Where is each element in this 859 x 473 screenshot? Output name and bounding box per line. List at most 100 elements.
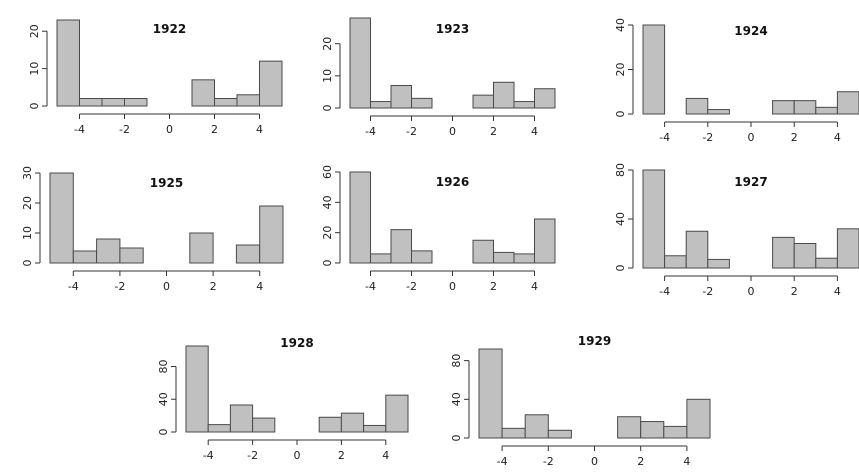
y-tick-label: 0 — [450, 435, 463, 442]
histogram-bar — [793, 243, 817, 269]
histogram-bar — [56, 19, 80, 107]
histogram-bar — [207, 424, 231, 433]
y-tick-label: 0 — [157, 429, 170, 436]
x-tick-label: 4 — [256, 280, 263, 293]
panel-title: 1929 — [578, 334, 611, 348]
histogram-bar — [79, 98, 103, 107]
histogram-bar — [534, 218, 556, 264]
x-tick-label: -4 — [659, 285, 670, 298]
histogram-bar — [411, 97, 433, 109]
panel-title: 1923 — [436, 22, 469, 36]
x-tick-label: 2 — [490, 280, 497, 293]
x-tick-label: 2 — [637, 455, 644, 468]
x-tick-label: -4 — [68, 280, 79, 293]
x-tick-label: -2 — [543, 455, 554, 468]
histogram-bar — [214, 98, 238, 107]
histogram-bar — [664, 255, 687, 269]
y-tick-label: 10 — [321, 69, 334, 83]
x-tick-label: 0 — [449, 125, 456, 138]
x-tick-label: -4 — [203, 449, 214, 462]
histogram-bar — [72, 250, 98, 264]
panel-title: 1926 — [436, 175, 469, 189]
panel-title: 1928 — [280, 336, 313, 350]
histogram-bar — [340, 412, 365, 433]
x-tick-label: 4 — [683, 455, 690, 468]
histogram-bar — [49, 172, 74, 264]
x-axis: -4 -2 0 2 4 — [365, 270, 538, 293]
x-tick-label: 0 — [748, 131, 755, 144]
histogram-panel-1929: 1929 0 40 80 -4 -2 0 2 4 — [450, 334, 711, 468]
x-axis: -4 -2 0 2 4 — [74, 113, 263, 136]
histogram-bar — [349, 171, 371, 264]
bars — [642, 24, 859, 115]
histogram-bar — [472, 94, 494, 109]
histogram-bar — [472, 239, 494, 264]
histogram-bar — [96, 238, 121, 264]
x-tick-label: 2 — [490, 125, 497, 138]
histogram-bar — [772, 236, 795, 269]
y-tick-label: 60 — [321, 165, 334, 179]
bars — [478, 348, 711, 439]
y-tick-label: 80 — [614, 163, 627, 177]
histogram-bar — [259, 60, 283, 107]
histogram-bar — [252, 417, 276, 433]
bars — [642, 169, 859, 269]
x-tick-label: -2 — [702, 285, 713, 298]
histogram-bar — [236, 94, 260, 107]
histogram-bar — [349, 17, 371, 109]
bars — [49, 172, 284, 264]
x-tick-label: -4 — [497, 455, 508, 468]
x-axis: -4 -2 0 2 4 — [365, 115, 538, 138]
x-tick-label: 0 — [591, 455, 598, 468]
x-tick-label: 0 — [163, 280, 170, 293]
y-tick-label: 20 — [21, 196, 34, 210]
histogram-bar — [640, 421, 665, 439]
x-axis: -4 -2 0 2 4 — [497, 445, 690, 468]
y-tick-label: 0 — [614, 111, 627, 118]
panel-title: 1924 — [734, 24, 767, 38]
histogram-bar — [185, 345, 209, 433]
x-tick-label: 4 — [834, 285, 841, 298]
y-tick-label: 40 — [614, 212, 627, 226]
histogram-bar — [318, 416, 342, 433]
histogram-bar — [411, 250, 433, 264]
y-axis: 0 20 40 — [614, 18, 634, 118]
y-tick-label: 30 — [21, 166, 34, 180]
histogram-panel-1927: 1927 0 40 80 -4 -2 0 2 4 — [614, 163, 859, 298]
bars — [349, 17, 556, 109]
histogram-panel-1928: 1928 0 40 80 -4 -2 0 2 4 — [157, 336, 409, 462]
histogram-bar — [707, 258, 730, 269]
y-tick-label: 20 — [614, 63, 627, 77]
y-tick-label: 0 — [321, 260, 334, 267]
histogram-panel-1926: 1926 0 20 40 60 -4 -2 0 2 4 — [321, 165, 556, 293]
histogram-bar — [686, 398, 711, 439]
x-tick-label: -2 — [247, 449, 258, 462]
histogram-bar — [370, 253, 392, 264]
histogram-panel-1924: 1924 0 20 40 -4 -2 0 2 4 — [614, 18, 859, 144]
histogram-panel-1923: 1923 0 10 20 -4 -2 0 2 4 — [321, 17, 556, 138]
histogram-bar — [793, 100, 817, 115]
histogram-bar — [259, 205, 284, 264]
y-tick-label: 40 — [321, 195, 334, 209]
y-tick-label: 80 — [157, 359, 170, 373]
histogram-bar — [547, 429, 572, 439]
x-tick-label: 0 — [748, 285, 755, 298]
histogram-bar — [524, 414, 549, 439]
x-tick-label: 2 — [338, 449, 345, 462]
y-tick-label: 10 — [28, 62, 41, 76]
histogram-bar — [815, 106, 838, 115]
histogram-bar — [189, 232, 214, 264]
x-tick-label: 0 — [449, 280, 456, 293]
x-tick-label: 4 — [382, 449, 389, 462]
histogram-bar — [385, 394, 409, 433]
x-tick-label: 2 — [791, 285, 798, 298]
y-tick-label: 0 — [28, 103, 41, 110]
histogram-bar — [663, 425, 688, 439]
histogram-bar — [493, 251, 515, 264]
x-tick-label: 0 — [294, 449, 301, 462]
y-tick-label: 20 — [28, 24, 41, 38]
x-tick-label: 4 — [256, 123, 263, 136]
x-tick-label: 2 — [210, 280, 217, 293]
x-axis: -4 -2 0 2 4 — [68, 270, 263, 293]
